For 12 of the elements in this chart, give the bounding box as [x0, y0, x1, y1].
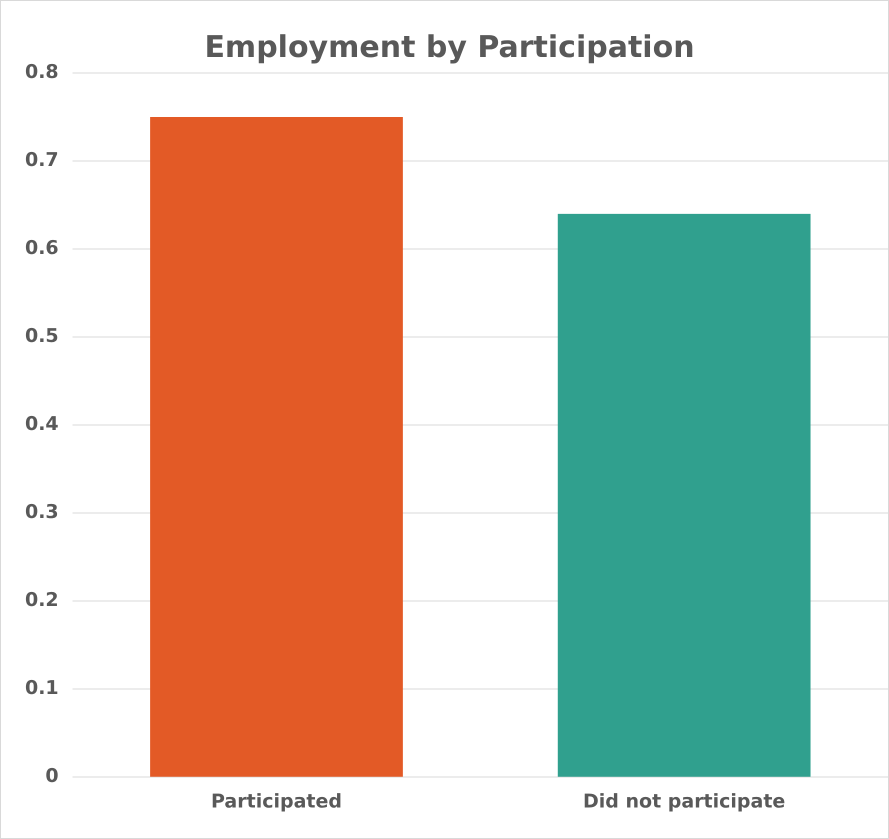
y-tick-label: 0.2: [24, 589, 59, 612]
y-tick-label: 0.5: [24, 325, 59, 348]
y-tick-label: 0.6: [24, 236, 59, 259]
x-tick-label: Did not participate: [582, 790, 786, 813]
y-tick-label: 0.7: [24, 148, 59, 171]
chart-title: Employment by Participation: [204, 30, 695, 65]
x-tick-label: Participated: [211, 790, 342, 813]
y-tick-label: 0.1: [24, 677, 59, 700]
y-tick-label: 0: [45, 765, 59, 788]
y-tick-label: 0.8: [24, 60, 59, 83]
y-tick-label: 0.4: [24, 413, 59, 436]
y-tick-label: 0.3: [24, 501, 59, 524]
